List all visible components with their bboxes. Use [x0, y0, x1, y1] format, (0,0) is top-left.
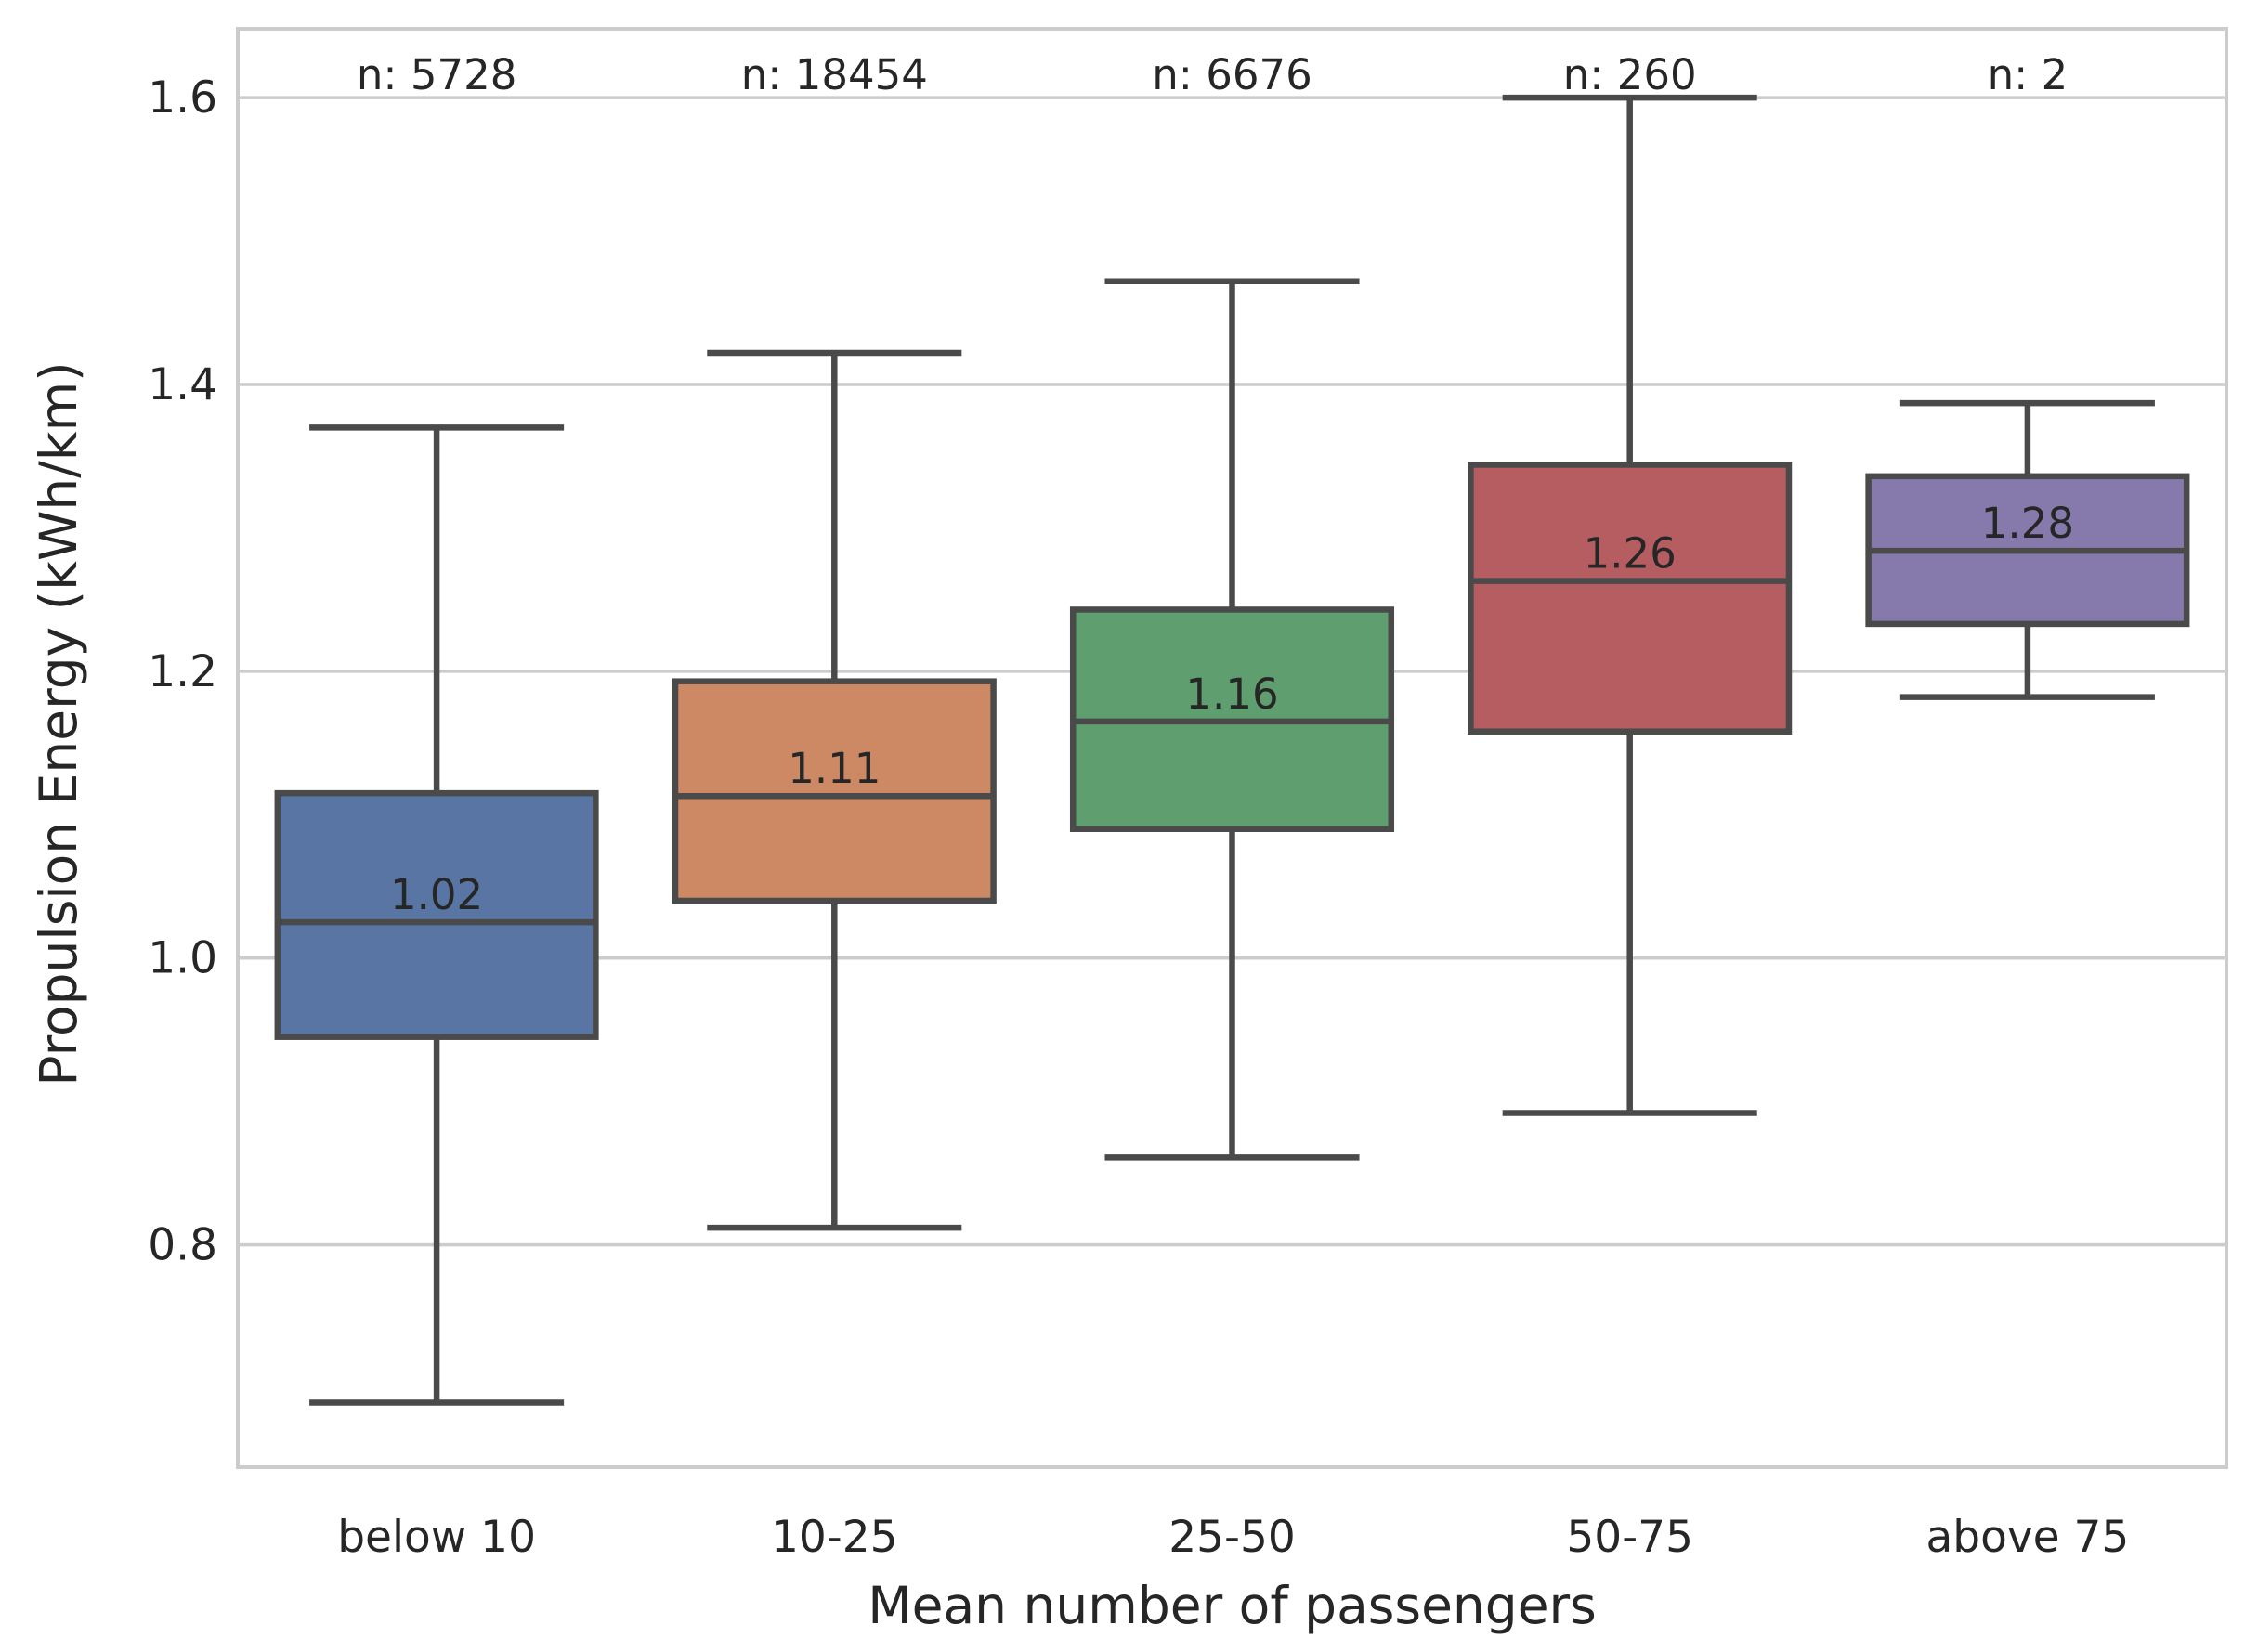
iqr-box: [1468, 462, 1793, 735]
y-tick-label: 0.8: [148, 1220, 217, 1271]
median-label: 1.02: [390, 870, 483, 919]
x-tick-label: 25-50: [1168, 1512, 1296, 1563]
y-tick-label: 1.4: [148, 359, 217, 410]
x-tick-label: above 75: [1925, 1512, 2129, 1563]
iqr-box: [274, 789, 599, 1040]
sample-size-label: n: 2: [1988, 50, 2069, 99]
median-label: 1.28: [1981, 499, 2074, 548]
box-10-25: 1.11 n: 18454: [672, 50, 997, 1231]
box-50-75: 1.26 n: 260: [1468, 50, 1793, 1116]
x-tick-label: 50-75: [1566, 1512, 1693, 1563]
sample-size-label: n: 18454: [741, 50, 928, 99]
y-axis-title: Propulsion Energy (kWh/km): [29, 361, 88, 1086]
iqr-box: [672, 678, 997, 904]
median-label: 1.26: [1584, 529, 1677, 579]
y-tick-label: 1.0: [148, 933, 217, 984]
x-axis-ticks: below 10 10-25 25-50 50-75 above 75: [337, 1512, 2129, 1563]
y-tick-label: 1.2: [148, 646, 217, 697]
median-label: 1.11: [788, 744, 881, 793]
boxes-group: 1.02 n: 5728 1.11 n: 18454 1.16 n: 6676 1.26 n:…: [274, 50, 2190, 1406]
sample-size-label: n: 6676: [1152, 50, 1312, 99]
sample-size-label: n: 260: [1563, 50, 1697, 99]
x-tick-label: 10-25: [771, 1512, 898, 1563]
box-25-50: 1.16 n: 6676: [1069, 50, 1395, 1161]
x-tick-label: below 10: [337, 1512, 536, 1563]
y-tick-label: 1.6: [148, 72, 217, 124]
x-axis-title: Mean number of passengers: [868, 1576, 1597, 1635]
sample-size-label: n: 5728: [357, 50, 517, 99]
box-below-10: 1.02 n: 5728: [274, 50, 599, 1406]
box-above-75: 1.28 n: 2: [1865, 50, 2190, 700]
y-axis-ticks: 0.8 1.0 1.2 1.4 1.6: [148, 72, 217, 1270]
median-label: 1.16: [1185, 670, 1278, 719]
plot-area-frame: [236, 27, 2228, 1469]
